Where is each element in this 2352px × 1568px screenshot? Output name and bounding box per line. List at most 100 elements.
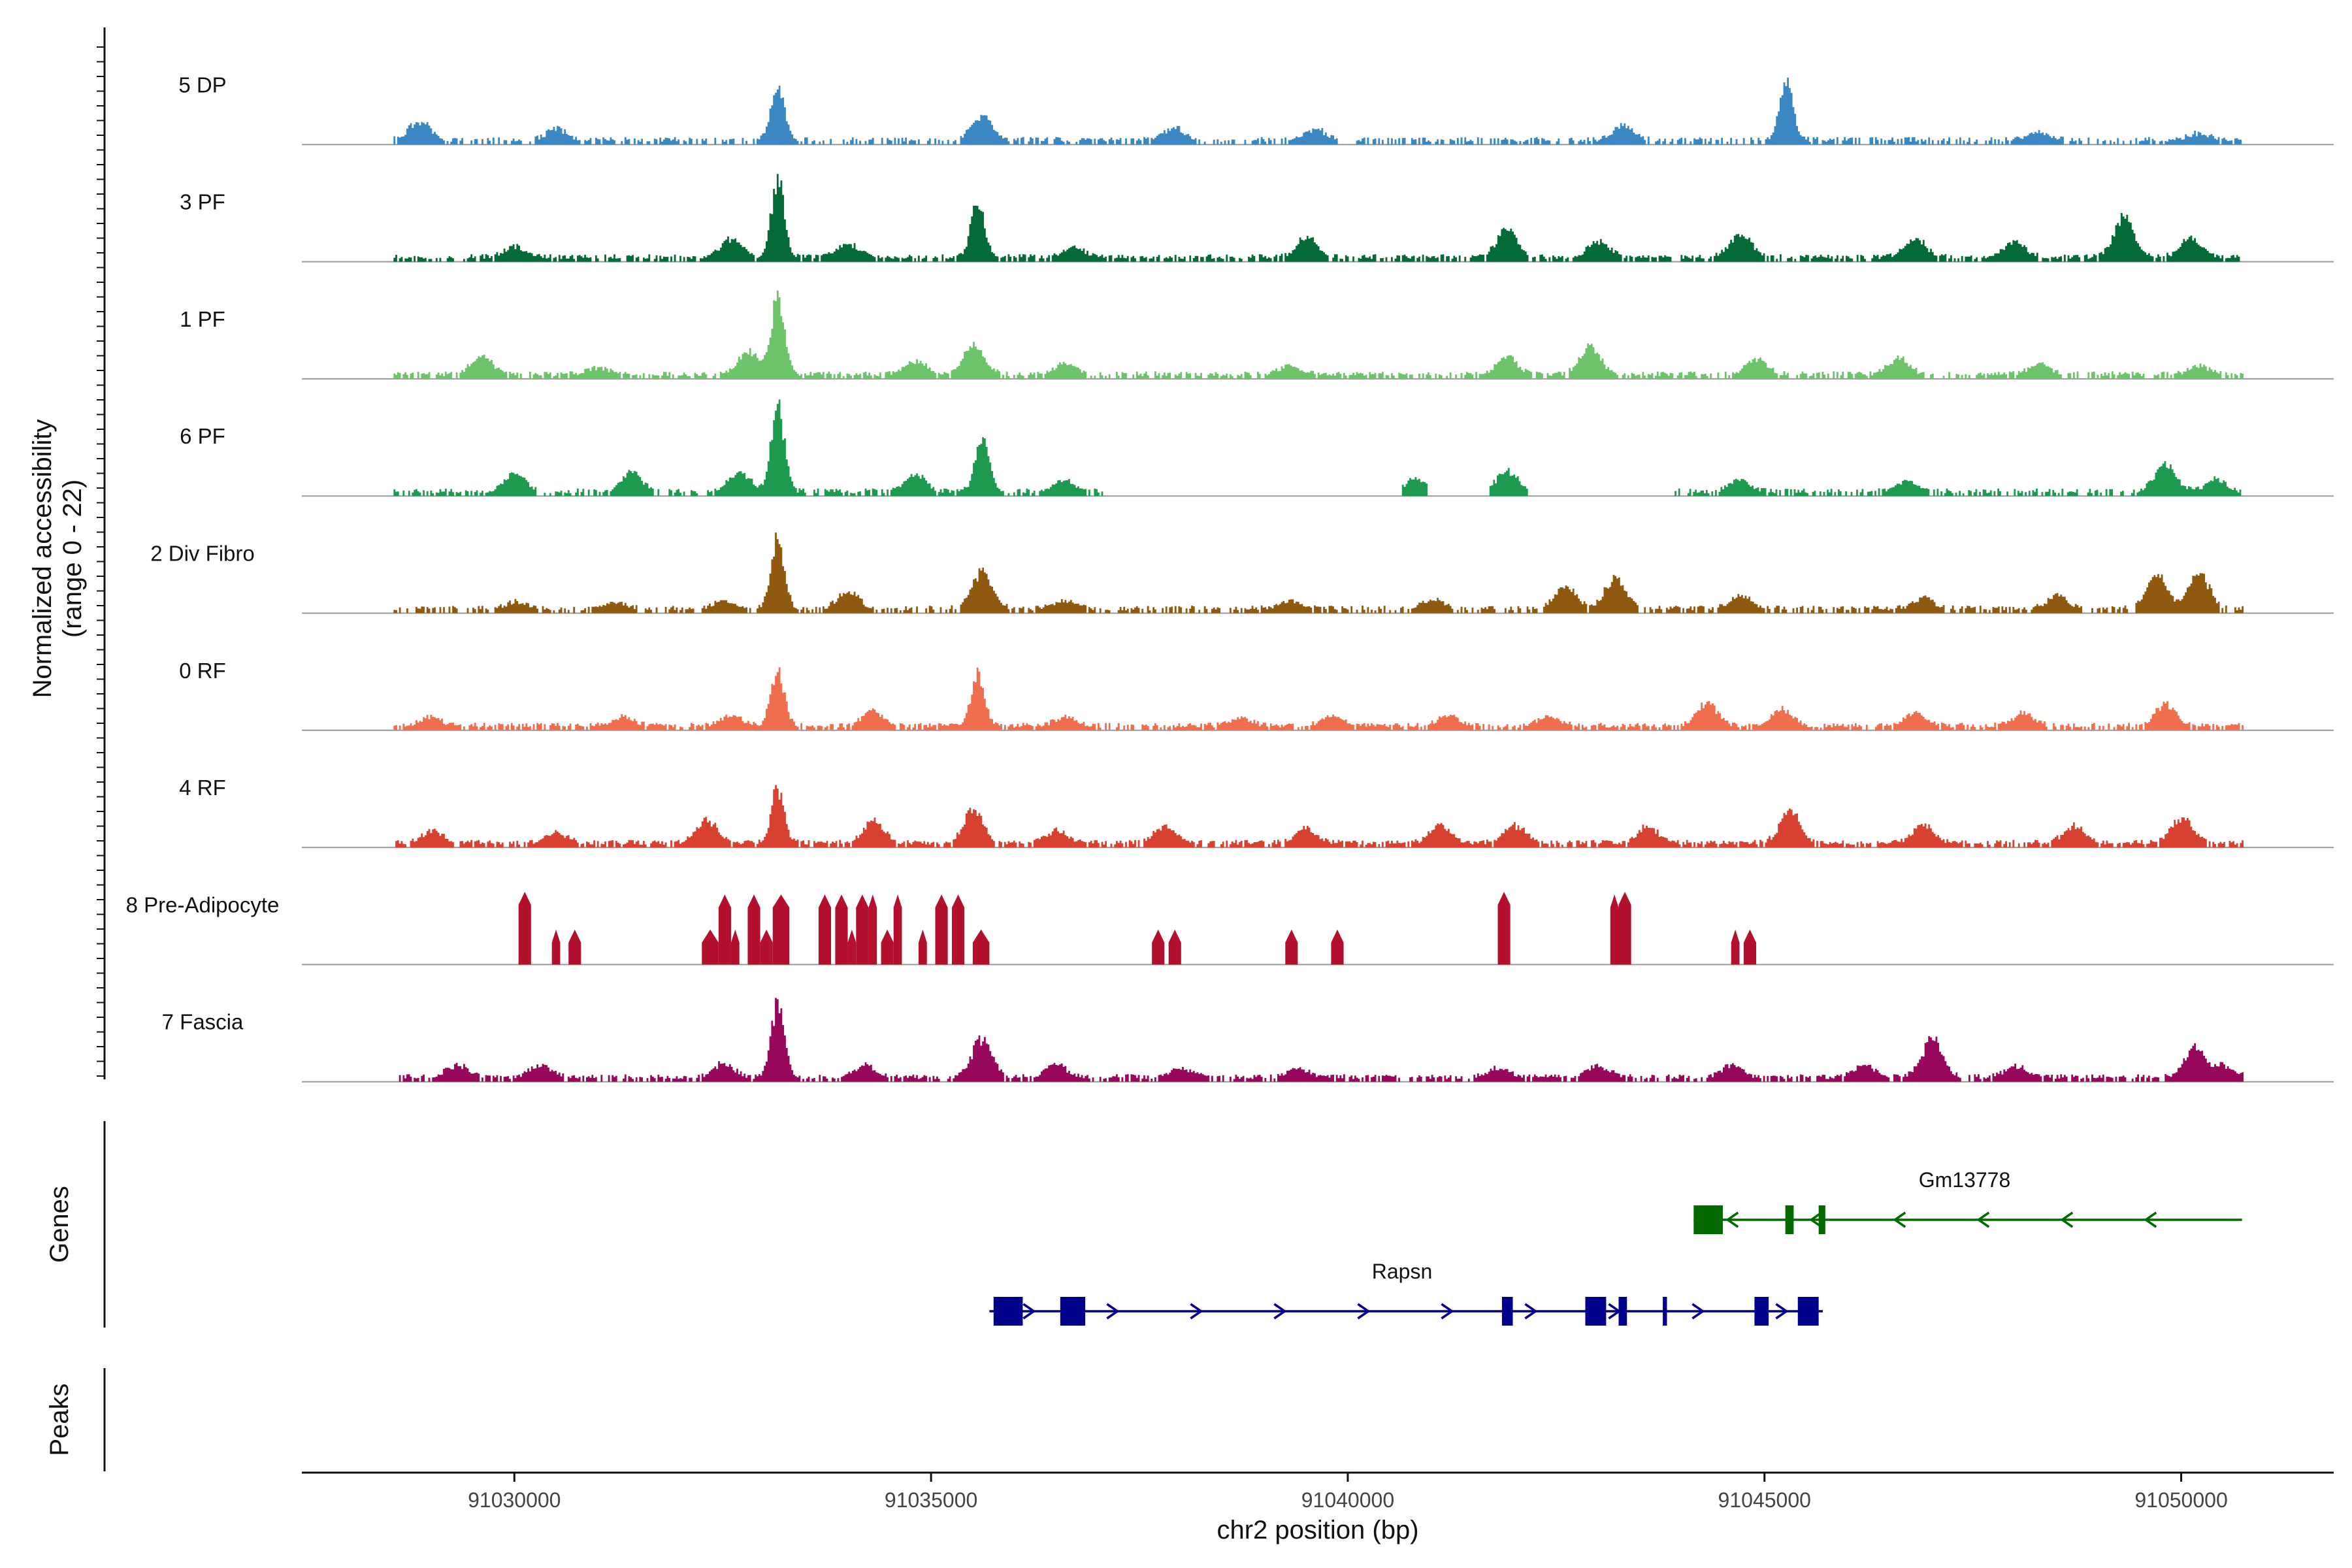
- coverage-area: [1508, 606, 1514, 613]
- coverage-area: [516, 724, 520, 730]
- coverage-block: [893, 894, 902, 965]
- coverage-area: [864, 140, 867, 145]
- coverage-area: [1046, 255, 1050, 262]
- coverage-area: [916, 606, 918, 613]
- coverage-area: [487, 138, 491, 145]
- coverage-area: [832, 1077, 836, 1082]
- coverage-area: [598, 491, 601, 497]
- coverage-area: [1007, 493, 1010, 497]
- coverage-area: [1051, 245, 1107, 262]
- coverage-area: [956, 437, 1004, 497]
- coverage-area: [1768, 489, 1778, 497]
- coverage-area: [1005, 1075, 1010, 1082]
- coverage-area: [1464, 257, 1467, 262]
- coverage-area: [1439, 374, 1443, 379]
- coverage-area: [1228, 140, 1230, 145]
- coverage-area: [2042, 257, 2050, 262]
- coverage-area: [850, 493, 856, 497]
- coverage-area: [881, 608, 885, 613]
- coverage-area: [1569, 343, 1618, 379]
- coverage-area: [1787, 256, 1793, 262]
- coverage-area: [1942, 376, 1945, 379]
- coverage-block: [1152, 929, 1165, 965]
- coverage-area: [1847, 372, 1854, 379]
- coverage-area: [621, 140, 623, 145]
- coverage-area: [1627, 825, 1681, 848]
- coverage-area: [402, 490, 405, 497]
- coverage-area: [1784, 489, 1789, 497]
- track-7-fascia: 7 Fascia: [162, 998, 2334, 1083]
- coverage-area: [1358, 254, 1377, 262]
- coverage-area: [1435, 139, 1439, 145]
- coverage-area: [1871, 238, 1938, 262]
- coverage-area: [1674, 491, 1676, 497]
- coverage-area: [1367, 607, 1369, 613]
- coverage-area: [1808, 373, 1815, 379]
- coverage-area: [1684, 138, 1686, 145]
- coverage-area: [1526, 606, 1531, 613]
- coverage-area: [2113, 141, 2115, 145]
- coverage-area: [887, 608, 889, 613]
- coverage-area: [2113, 727, 2115, 730]
- gene-annotations: Gm13778 Rapsn: [989, 1168, 2242, 1326]
- coverage-area: [1816, 372, 1820, 379]
- coverage-area: [1620, 723, 1626, 730]
- coverage-area: [1671, 1074, 1684, 1082]
- coverage-area: [2144, 701, 2191, 730]
- coverage-area: [757, 785, 799, 848]
- coverage-area: [1955, 374, 1959, 379]
- coverage-area: [485, 1075, 491, 1082]
- coverage-area: [1382, 1075, 1397, 1082]
- coverage-area: [1676, 725, 1679, 730]
- coverage-area: [844, 841, 851, 848]
- coverage-area: [2057, 493, 2060, 497]
- coverage-area: [1174, 606, 1177, 613]
- coverage-area: [1041, 137, 1049, 145]
- coverage-area: [1647, 137, 1650, 145]
- coverage-area: [1151, 1079, 1153, 1082]
- coverage-area: [1997, 710, 2048, 730]
- coverage-area: [800, 723, 803, 730]
- coverage-area: [1383, 606, 1386, 613]
- coverage-area: [1979, 725, 1984, 730]
- coverage-area: [1116, 138, 1122, 145]
- coverage-area: [1642, 723, 1650, 730]
- coverage-area: [1446, 256, 1450, 262]
- coverage-area: [851, 817, 896, 848]
- coverage-area: [1135, 139, 1142, 145]
- coverage-area: [932, 1075, 940, 1082]
- coverage-block: [772, 894, 790, 965]
- coverage-area: [1592, 123, 1646, 145]
- coverage-area: [2197, 723, 2211, 730]
- coverage-area: [817, 725, 823, 730]
- coverage-area: [917, 255, 920, 262]
- coverage-area: [1711, 491, 1714, 497]
- coverage-area: [1901, 139, 1903, 145]
- gene-exon: [1585, 1297, 1607, 1326]
- coverage-area: [2117, 843, 2121, 848]
- track-label: 0 RF: [179, 659, 226, 683]
- coverage-area: [393, 372, 401, 379]
- coverage-area: [956, 205, 999, 262]
- coverage-area: [1244, 606, 1259, 613]
- coverage-area: [1332, 254, 1338, 262]
- coverage-area: [903, 606, 913, 613]
- coverage-area: [1533, 137, 1540, 145]
- coverage-area: [1517, 725, 1522, 730]
- coverage-area: [536, 723, 542, 730]
- coverage-area: [2108, 723, 2110, 730]
- coverage-area: [1162, 608, 1164, 613]
- coverage-area: [1988, 610, 1991, 613]
- coverage-area: [701, 139, 708, 145]
- coverage-area: [1000, 255, 1006, 262]
- coverage-area: [480, 723, 485, 730]
- coverage-area: [2051, 822, 2099, 848]
- coverage-area: [417, 256, 427, 262]
- coverage-area: [753, 139, 755, 145]
- coverage-area: [1273, 139, 1276, 145]
- coverage-area: [804, 372, 825, 379]
- coverage-area: [510, 139, 522, 145]
- coverage-block: [1743, 929, 1756, 965]
- coverage-area: [1651, 724, 1657, 730]
- coverage-area: [1143, 824, 1195, 848]
